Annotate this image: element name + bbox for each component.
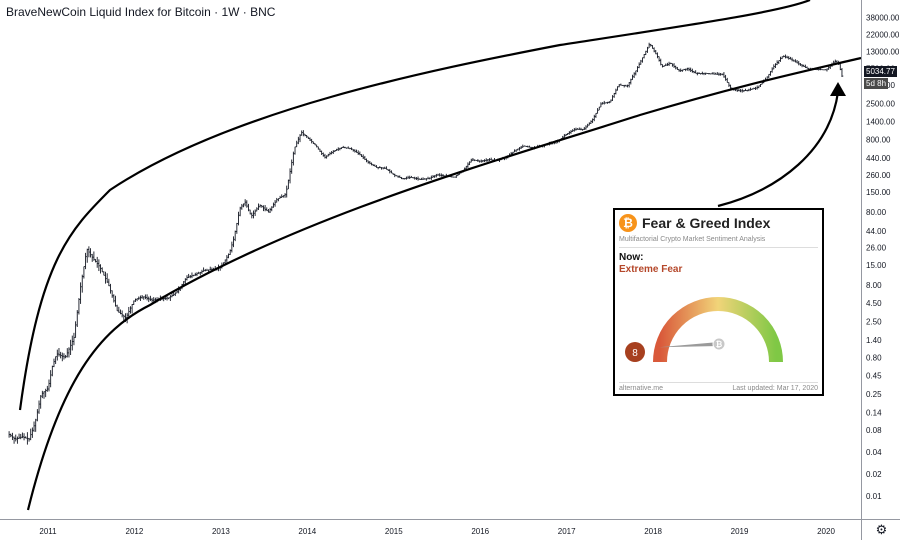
- x-tick-label: 2012: [126, 527, 144, 536]
- y-tick-label: 8.00: [866, 281, 882, 290]
- y-tick-label: 0.14: [866, 409, 882, 418]
- y-tick-label: 38000.00: [866, 13, 900, 22]
- divider: [619, 382, 818, 383]
- chart-title: BraveNewCoin Liquid Index for Bitcoin · …: [6, 5, 276, 19]
- fg-source: alternative.me: [619, 385, 663, 392]
- y-tick-label: 150.00: [866, 188, 891, 197]
- channel-lines: [18, 0, 862, 511]
- channel-upper-line: [18, 0, 811, 411]
- x-tick-label: 2015: [385, 527, 403, 536]
- annotation-arrows: [717, 82, 846, 208]
- gauge-arc: [653, 297, 783, 363]
- y-tick-label: 4.50: [866, 299, 882, 308]
- hub-bitcoin-icon: ₿: [716, 340, 723, 349]
- x-tick-label: 2019: [731, 527, 749, 536]
- y-tick-label: 26.00: [866, 244, 887, 253]
- y-tick-label: 13000.00: [866, 47, 900, 56]
- divider: [619, 247, 818, 248]
- fear-greed-inset: ₿ Fear & Greed Index Multifactorial Cryp…: [613, 208, 824, 396]
- fg-state-label: Extreme Fear: [619, 264, 683, 275]
- y-tick-label: 15.00: [866, 261, 887, 270]
- x-tick-label: 2016: [471, 527, 489, 536]
- fg-subtitle: Multifactorial Crypto Market Sentiment A…: [619, 236, 766, 243]
- last-price-label: 5034.77: [864, 66, 897, 77]
- y-tick-label: 0.04: [866, 448, 882, 457]
- fg-value: 8: [632, 348, 638, 359]
- fg-updated: Last updated: Mar 17, 2020: [732, 385, 818, 392]
- x-tick-label: 2013: [212, 527, 230, 536]
- y-tick-label: 2.50: [866, 318, 882, 327]
- fear-greed-gauge: ₿ 8: [625, 297, 783, 363]
- arrow-to-price: [717, 91, 840, 208]
- y-tick-label: 0.45: [866, 372, 882, 381]
- bitcoin-icon: ₿: [619, 214, 637, 232]
- bar-countdown-label: 5d 8h: [864, 78, 889, 89]
- y-tick-label: 1400.00: [866, 118, 895, 127]
- y-tick-label: 0.08: [866, 426, 882, 435]
- channel-lower-line: [26, 56, 862, 511]
- y-tick-label: 0.02: [866, 470, 882, 479]
- y-tick-label: 22000.00: [866, 31, 900, 40]
- y-tick-label: 800.00: [866, 135, 891, 144]
- x-tick-label: 2017: [558, 527, 576, 536]
- time-axis[interactable]: 2011 2012 2013 2014 2015 2016 2017 2018 2019 2020: [0, 519, 861, 540]
- gauge-hub: ₿: [712, 337, 726, 351]
- settings-button[interactable]: ⚙: [861, 519, 900, 540]
- x-tick-label: 2014: [298, 527, 316, 536]
- y-tick-label: 1.40: [866, 336, 882, 345]
- y-tick-label: 0.25: [866, 390, 882, 399]
- fg-title: Fear & Greed Index: [642, 215, 771, 231]
- y-tick-label: 0.80: [866, 353, 882, 362]
- arrow-head: [830, 82, 846, 96]
- y-tick-label: 260.00: [866, 171, 891, 180]
- fg-header: ₿ Fear & Greed Index: [619, 214, 770, 232]
- y-tick-label: 0.01: [866, 492, 882, 501]
- x-tick-label: 2020: [817, 527, 835, 536]
- gauge-needle: [658, 342, 719, 348]
- needle: [658, 342, 719, 348]
- fg-now-label: Now:: [619, 252, 644, 263]
- fg-value-badge: [625, 342, 645, 362]
- y-tick-label: 440.00: [866, 154, 891, 163]
- y-tick-label: 80.00: [866, 208, 887, 217]
- y-tick-label: 44.00: [866, 227, 887, 236]
- y-tick-label: 2500.00: [866, 99, 895, 108]
- x-tick-label: 2011: [39, 527, 57, 536]
- x-tick-label: 2018: [644, 527, 662, 536]
- gear-icon[interactable]: ⚙: [875, 522, 888, 537]
